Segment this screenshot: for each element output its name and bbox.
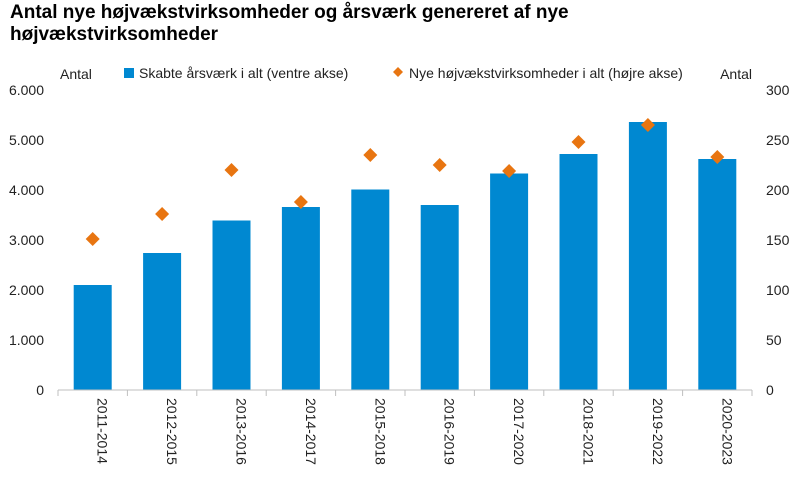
category-label: 2015-2018	[372, 398, 388, 465]
category-label: 2016-2019	[442, 398, 458, 465]
right-tick-label: 0	[766, 382, 774, 398]
category-label: 2018-2021	[581, 398, 597, 465]
legend-marker-points	[393, 67, 403, 77]
diamond-point	[502, 164, 517, 178]
left-tick-label: 3.000	[9, 232, 44, 248]
diamond-point	[224, 163, 239, 177]
diamond-point	[640, 118, 655, 132]
left-tick-label: 6.000	[9, 82, 44, 98]
right-tick-label: 300	[766, 82, 790, 98]
category-label: 2011-2014	[95, 398, 111, 464]
right-tick-label: 50	[766, 332, 782, 348]
diamond-point	[363, 148, 378, 162]
left-tick-label: 2.000	[9, 282, 44, 298]
legend-label-bars: Skabte årsværk i alt (ventre akse)	[139, 65, 348, 81]
right-tick-label: 200	[766, 182, 790, 198]
right-tick-label: 150	[766, 232, 790, 248]
left-tick-label: 0	[36, 382, 44, 398]
category-label: 2020-2023	[719, 398, 735, 465]
bar	[628, 122, 667, 390]
diamond-point	[293, 195, 308, 209]
legend-marker-bars	[124, 68, 134, 78]
diamond-point	[155, 207, 170, 221]
bar	[281, 207, 320, 390]
legend-label-points: Nye højvækstvirksomheder i alt (højre ak…	[409, 65, 683, 81]
diamond-point	[571, 135, 586, 149]
category-label: 2019-2022	[650, 398, 666, 465]
bar	[212, 220, 251, 390]
left-tick-label: 5.000	[9, 132, 44, 148]
diamond-point	[710, 150, 725, 164]
diamond-point	[85, 232, 100, 246]
bar	[143, 253, 182, 390]
bar	[698, 159, 737, 390]
category-label: 2014-2017	[303, 398, 319, 465]
bar	[490, 173, 529, 390]
chart-title: Antal nye højvækstvirksomheder og årsvær…	[10, 2, 569, 45]
right-tick-label: 250	[766, 132, 790, 148]
bar	[351, 189, 390, 390]
bar	[420, 205, 459, 390]
left-tick-label: 1.000	[9, 332, 44, 348]
bar	[73, 285, 112, 390]
bar	[559, 154, 598, 390]
category-label: 2013-2016	[234, 398, 250, 465]
left-tick-label: 4.000	[9, 182, 44, 198]
right-tick-label: 100	[766, 282, 790, 298]
left-axis-title: Antal	[60, 66, 92, 82]
category-label: 2017-2020	[511, 398, 527, 465]
category-label: 2012-2015	[164, 398, 180, 465]
diamond-point	[432, 158, 447, 172]
right-axis-title: Antal	[720, 66, 752, 82]
